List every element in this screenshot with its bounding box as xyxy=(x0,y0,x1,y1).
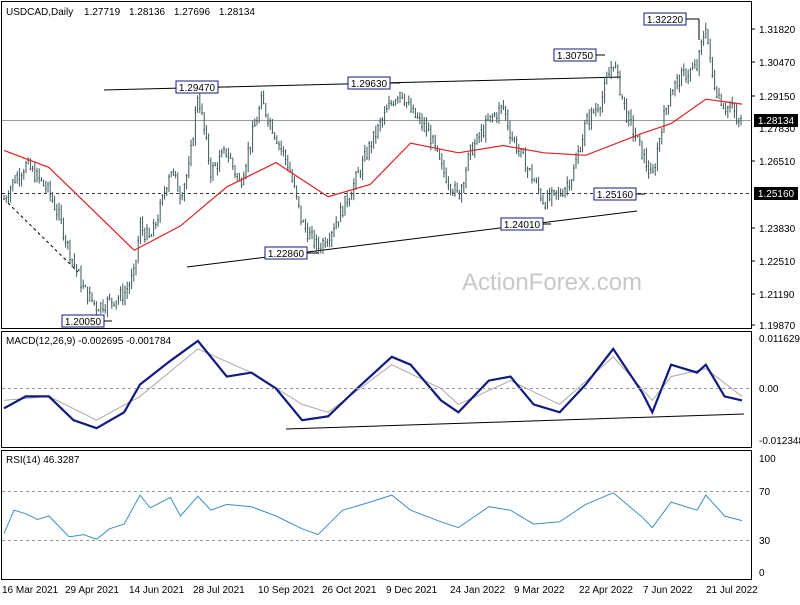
price-tick: 1.29150 xyxy=(759,92,796,103)
rsi-axis: 100 70 30 0 xyxy=(759,454,776,579)
date-axis: 16 Mar 2021 29 Apr 2021 14 Jun 2021 28 J… xyxy=(2,585,758,596)
price-tick: 1.22510 xyxy=(759,257,796,268)
watermark: ActionForex.com xyxy=(462,269,642,296)
macd-trendline xyxy=(285,413,745,430)
date-label: 9 Dec 2021 xyxy=(386,585,438,596)
support-price-label: 1.25160 xyxy=(758,189,795,200)
date-label: 29 Apr 2021 xyxy=(65,585,119,596)
macd-title: MACD(12,26,9) -0.002695 -0.001784 xyxy=(6,336,172,347)
moving-average-line xyxy=(3,98,743,252)
rsi-panel-frame xyxy=(1,450,752,580)
current-price-box xyxy=(754,114,798,127)
ohlc-high: 1.28136 xyxy=(129,7,166,18)
rising-support-trendline xyxy=(186,210,638,268)
ohlc-low: 1.27696 xyxy=(174,7,211,18)
rsi-tick: 0 xyxy=(759,568,765,579)
date-label: 7 Jun 2022 xyxy=(643,585,693,596)
price-tick: 1.27830 xyxy=(759,124,796,135)
annotation-label: 1.25160 xyxy=(597,190,634,201)
annotation-label: 1.29470 xyxy=(179,83,216,94)
annotation-label: 1.32220 xyxy=(647,15,684,26)
price-tick: 1.31820 xyxy=(759,25,796,36)
macd-signal-line xyxy=(3,348,743,421)
annotation-label: 1.22860 xyxy=(268,249,305,260)
macd-tick: 0.011629 xyxy=(759,334,800,345)
macd-tick: 0.00 xyxy=(759,384,779,395)
ohlc-open: 1.27719 xyxy=(84,7,121,18)
price-tick: 1.23830 xyxy=(759,224,796,235)
symbol-name: USDCAD,Daily xyxy=(6,7,73,18)
price-tick: 1.26510 xyxy=(759,157,796,168)
rsi-tick: 100 xyxy=(759,454,776,465)
price-tick: 1.19870 xyxy=(759,321,796,332)
annotation-label: 1.29630 xyxy=(351,79,388,90)
date-label: 16 Mar 2021 xyxy=(2,585,59,596)
rsi-title: RSI(14) 46.3287 xyxy=(6,455,80,466)
annotation-label: 1.20050 xyxy=(65,317,102,328)
date-label: 22 Apr 2022 xyxy=(579,585,633,596)
date-label: 26 Oct 2021 xyxy=(322,585,377,596)
price-bars xyxy=(3,22,742,318)
macd-tick: -0.012348 xyxy=(759,436,800,447)
price-axis: 1.31820 1.30470 1.29150 1.27830 1.26510 … xyxy=(751,25,796,332)
rsi-tick: 70 xyxy=(759,487,771,498)
price-tick: 1.21190 xyxy=(759,290,795,301)
rsi-line xyxy=(3,492,743,540)
current-price-label: 1.28134 xyxy=(758,116,795,127)
support-price-box xyxy=(754,187,798,200)
date-label: 10 Sep 2021 xyxy=(258,585,315,596)
price-panel-frame xyxy=(1,1,752,329)
date-label: 21 Jul 2022 xyxy=(706,585,758,596)
annotation-label: 1.24010 xyxy=(504,220,541,231)
dashed-trendline xyxy=(7,202,79,273)
macd-line xyxy=(3,339,743,430)
ohlc-close: 1.28134 xyxy=(219,7,256,18)
price-annotations: 1.20050 1.29470 1.22860 1.29630 1.30750 … xyxy=(61,12,687,328)
price-tick: 1.30470 xyxy=(759,58,796,69)
date-label: 14 Jun 2021 xyxy=(129,585,184,596)
macd-panel-frame xyxy=(1,331,752,448)
symbol-title: USDCAD,Daily 1.27719 1.28136 1.27696 1.2… xyxy=(6,7,255,18)
rsi-tick: 30 xyxy=(759,536,771,547)
annotation-label: 1.30750 xyxy=(557,51,594,62)
date-label: 24 Jan 2022 xyxy=(450,585,505,596)
macd-axis: 0.011629 0.00 -0.012348 xyxy=(759,334,800,447)
date-label: 28 Jul 2021 xyxy=(193,585,245,596)
date-label: 9 Mar 2022 xyxy=(514,585,565,596)
